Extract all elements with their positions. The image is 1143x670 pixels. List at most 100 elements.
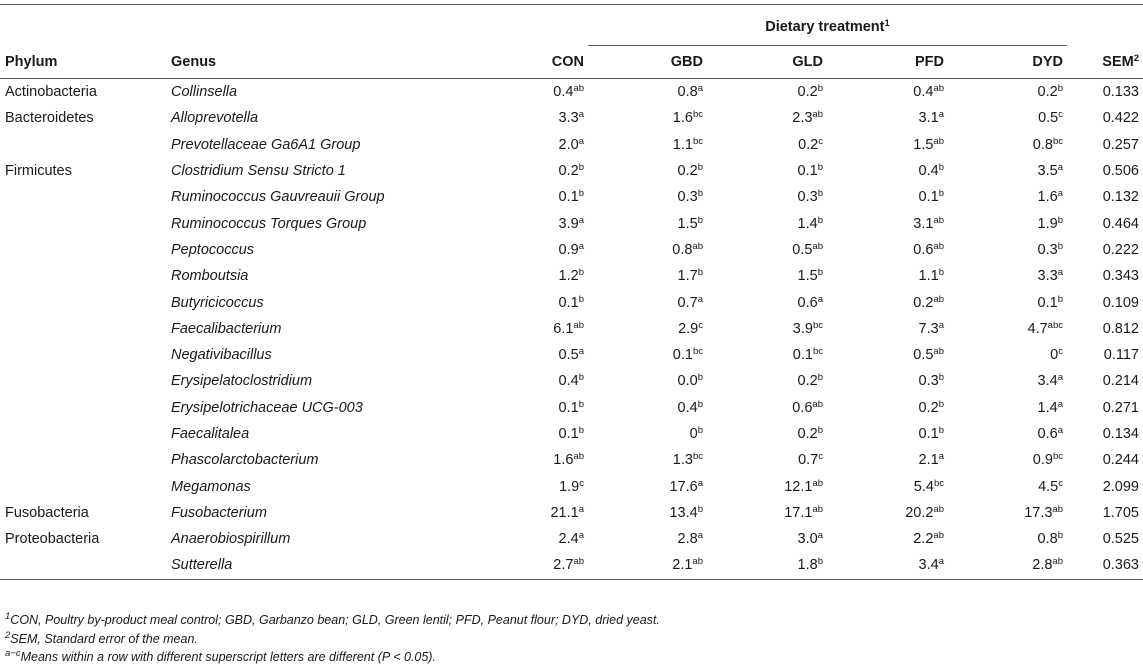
sem-cell: 0.343 — [1102, 268, 1139, 285]
mean-value: 0.6 — [792, 399, 813, 416]
significance-letters: ab — [812, 109, 823, 121]
value-cell-gbd: 2.9c — [588, 316, 707, 342]
value-cell-con: 2.7ab — [468, 552, 588, 580]
genus-cell: Negativibacillus — [171, 347, 272, 364]
value-cell-con: 0.4ab — [468, 79, 588, 106]
genus-cell: Clostridium Sensu Stricto 1 — [171, 163, 346, 180]
footnote: 2SEM, Standard error of the mean. — [5, 630, 660, 649]
mean-value: 3.9 — [792, 320, 813, 337]
value-cell-gld: 0.2c — [707, 132, 827, 158]
value-cell-pfd: 0.4ab — [827, 79, 948, 106]
significance-letters: ab — [933, 530, 944, 542]
significance-letters: b — [817, 162, 823, 174]
significance-letters: ab — [692, 556, 703, 568]
sem-cell: 1.705 — [1102, 504, 1139, 521]
genus-cell: Butyricicoccus — [171, 294, 264, 311]
mean-value: 0.1 — [558, 399, 579, 416]
value-cell-con: 1.6ab — [468, 447, 588, 473]
significance-letters: ab — [933, 83, 944, 95]
genus-cell: Phascolarctobacterium — [171, 452, 319, 469]
phylum-cell — [0, 184, 166, 210]
table-row: Erysipelatoclostridium 0.4b 0.0b 0.2b 0.3b 3.… — [0, 368, 1143, 394]
col-header-gld: GLD — [707, 45, 827, 79]
value-cell-gld: 0.6a — [707, 289, 827, 315]
table-row: Butyricicoccus 0.1b 0.7a 0.6a 0.2ab 0.1b 0.109 — [0, 289, 1143, 315]
genus-cell: Alloprevotella — [171, 110, 259, 127]
col-header-phylum: Phylum — [0, 45, 166, 79]
significance-letters: c — [818, 451, 823, 463]
value-cell-pfd: 0.5ab — [827, 342, 948, 368]
significance-letters: c — [698, 319, 703, 331]
header-group-row: Dietary treatment1 — [0, 4, 1143, 46]
value-cell-gld: 17.1ab — [707, 500, 827, 526]
significance-letters: b — [817, 188, 823, 200]
value-cell-pfd: 0.1b — [827, 421, 948, 447]
mean-value: 1.5 — [797, 268, 818, 285]
mean-value: 1.6 — [672, 110, 693, 127]
value-cell-dyd: 0.1b — [948, 289, 1067, 315]
mean-value: 17.1 — [784, 504, 813, 521]
mean-value: 0.2 — [797, 373, 818, 390]
genus-cell: Anaerobiospirillum — [171, 531, 291, 548]
mean-value: 0.3 — [918, 373, 939, 390]
table-row: Bacteroidetes Alloprevotella 3.3a 1.6bc 2.3a… — [0, 105, 1143, 131]
significance-letters: a — [1057, 425, 1063, 436]
mean-value: 0.1 — [672, 347, 693, 364]
table-row: Negativibacillus 0.5a 0.1bc 0.1bc 0.5ab 0c 0.1… — [0, 342, 1143, 368]
value-cell-pfd: 5.4bc — [827, 473, 948, 499]
mean-value: 2.4 — [558, 531, 579, 548]
col-header-con: CON — [468, 45, 588, 79]
sem-cell: 0.134 — [1102, 426, 1139, 442]
mean-value: 0.0 — [677, 373, 698, 390]
value-cell-gbd: 0.8a — [588, 79, 707, 106]
value-cell-pfd: 0.6ab — [827, 237, 948, 263]
table-row: Actinobacteria Collinsella 0.4ab 0.8a 0.2b 0.… — [0, 79, 1143, 106]
mean-value: 0.5 — [792, 241, 813, 258]
value-cell-gbd: 1.5b — [588, 210, 707, 236]
mean-value: 3.3 — [558, 110, 579, 127]
mean-value: 3.5 — [1037, 163, 1058, 180]
mean-value: 1.6 — [1037, 189, 1058, 206]
significance-letters: ab — [1052, 556, 1063, 568]
value-cell-dyd: 0.3b — [948, 237, 1067, 263]
value-cell-gld: 0.7c — [707, 447, 827, 473]
table-row: Faecalibacterium 6.1ab 2.9c 3.9bc 7.3a 4.7abc… — [0, 316, 1143, 342]
sem-cell: 0.117 — [1103, 347, 1139, 364]
mean-value: 1.9 — [559, 478, 580, 495]
sem-cell: 0.222 — [1102, 241, 1139, 258]
mean-value: 0.2 — [918, 399, 939, 416]
value-cell-gld: 0.2b — [707, 368, 827, 394]
mean-value: 3.9 — [558, 215, 579, 232]
significance-letters: b — [938, 425, 944, 436]
significance-letters: a — [938, 109, 944, 121]
mean-value: 0.2 — [797, 84, 818, 101]
value-cell-dyd: 3.5a — [948, 158, 1067, 184]
mean-value: 0.8 — [677, 84, 698, 101]
value-cell-pfd: 0.1b — [827, 184, 948, 210]
mean-value: 0.4 — [553, 84, 574, 101]
sem-cell: 0.257 — [1102, 136, 1139, 153]
mean-value: 1.6 — [553, 452, 574, 469]
value-cell-dyd: 1.4a — [948, 395, 1067, 421]
table-row: Fusobacteria Fusobacterium 21.1a 13.4b 17.1a… — [0, 500, 1143, 526]
phylum-cell — [0, 342, 166, 368]
sem-cell: 0.363 — [1067, 552, 1143, 580]
significance-letters: b — [578, 267, 584, 279]
col-header-dyd: DYD — [948, 45, 1067, 79]
value-cell-pfd: 1.5ab — [827, 132, 948, 158]
sem-cell: 2.099 — [1102, 478, 1139, 495]
significance-letters: bc — [692, 451, 703, 463]
mean-value: 4.7 — [1027, 320, 1048, 337]
mean-value: 1.5 — [677, 215, 698, 232]
significance-letters: b — [817, 214, 823, 226]
value-cell-con: 0.1b — [468, 421, 588, 447]
phylum-cell — [0, 473, 166, 499]
value-cell-con: 2.0a — [468, 132, 588, 158]
significance-letters: b — [697, 372, 703, 384]
significance-letters: a — [697, 530, 703, 542]
value-cell-con: 0.1b — [468, 289, 588, 315]
value-cell-gbd: 1.1bc — [588, 132, 707, 158]
significance-letters: ab — [692, 240, 703, 252]
value-cell-pfd: 3.4a — [827, 552, 948, 580]
table-row: Peptococcus 0.9a 0.8ab 0.5ab 0.6ab 0.3b 0.222 — [0, 237, 1143, 263]
